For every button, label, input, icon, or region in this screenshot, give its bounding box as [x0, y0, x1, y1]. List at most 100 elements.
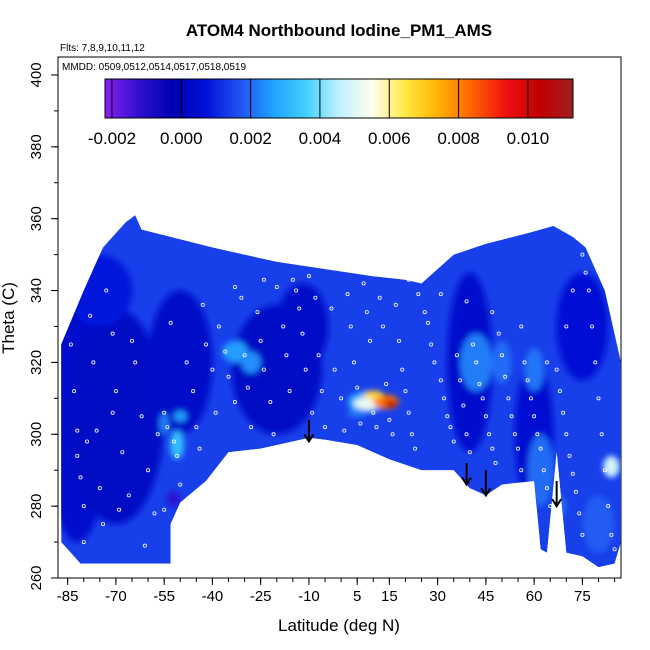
observation-point [191, 389, 196, 394]
observation-point [184, 360, 189, 365]
heatmap-patch [603, 455, 620, 478]
observation-point [261, 277, 266, 282]
observation-point [609, 532, 614, 537]
observation-point [538, 446, 543, 451]
observation-point [384, 381, 389, 386]
observation-point [438, 378, 443, 383]
observation-point [194, 425, 199, 430]
colorbar-tick-label: 0.006 [368, 129, 411, 148]
observation-point [490, 310, 495, 315]
observation-point [242, 353, 247, 358]
observation-point [471, 342, 476, 347]
observation-point [332, 367, 337, 372]
observation-point [232, 399, 237, 404]
observation-point [403, 389, 408, 394]
observation-point [281, 324, 286, 329]
observation-point [68, 342, 73, 347]
x-tick-label: 5 [353, 588, 361, 605]
observation-point [152, 511, 157, 516]
observation-point [577, 511, 582, 516]
colorbar-tick-label: 0.010 [507, 129, 550, 148]
y-tick-label: 400 [28, 62, 45, 87]
observation-point [303, 367, 308, 372]
observation-point [490, 446, 495, 451]
observation-point [545, 360, 550, 365]
observation-point [358, 421, 363, 426]
observation-point [519, 324, 524, 329]
observation-point [316, 353, 321, 358]
x-tick-label: -85 [57, 588, 79, 605]
observation-point [612, 547, 617, 552]
y-tick-label: 380 [28, 134, 45, 159]
heatmap-patch [148, 290, 213, 435]
observation-point [287, 389, 292, 394]
observation-point [94, 428, 99, 433]
observation-point [477, 381, 482, 386]
observation-point [339, 396, 344, 401]
observation-point [319, 389, 324, 394]
observation-point [586, 245, 591, 250]
x-tick-label: -10 [298, 588, 320, 605]
heatmap-patch [167, 491, 181, 507]
observation-point [551, 522, 556, 527]
observation-point [297, 306, 302, 311]
observation-point [570, 471, 575, 476]
observation-point [573, 489, 578, 494]
observation-point [81, 540, 86, 545]
observation-point [432, 360, 437, 365]
observation-point [425, 320, 430, 325]
observation-point [458, 378, 463, 383]
observation-point [146, 468, 151, 473]
observation-point [126, 493, 131, 498]
x-tick-label: -55 [153, 588, 175, 605]
observation-point [261, 367, 266, 372]
heatmap-patch [524, 348, 544, 392]
observation-point [557, 389, 562, 394]
observation-point [400, 367, 405, 372]
observation-point [445, 414, 450, 419]
observation-point [306, 274, 311, 279]
observation-point [561, 410, 566, 415]
observation-point [487, 432, 492, 437]
observation-point [210, 367, 215, 372]
observation-point [554, 367, 559, 372]
observation-point [91, 360, 96, 365]
observation-point [355, 385, 360, 390]
observation-point [133, 360, 138, 365]
observation-point [171, 439, 176, 444]
colorbar-tick-label: 0.000 [160, 129, 203, 148]
observation-point [223, 349, 228, 354]
heatmap-patch [159, 412, 169, 435]
observation-point [438, 292, 443, 297]
x-axis: -85 -70 -55 -40 -25 -10 5 15 30 45 60 75 [57, 578, 616, 605]
y-tick-label: 300 [28, 422, 45, 447]
observation-point [213, 410, 218, 415]
heatmap-patch [222, 340, 248, 363]
observation-point [461, 403, 466, 408]
observation-point [113, 389, 118, 394]
observation-point [72, 389, 77, 394]
observation-point [541, 468, 546, 473]
observation-point [583, 270, 588, 275]
observation-point [364, 310, 369, 315]
observation-point [162, 507, 167, 512]
y-axis: 260 280 300 320 340 360 380 400 [28, 62, 58, 591]
observation-point [348, 324, 353, 329]
observation-point [451, 439, 456, 444]
observation-point [528, 396, 533, 401]
colorbar-tick-label: 0.002 [229, 129, 272, 148]
x-tick-label: 15 [381, 588, 398, 605]
arrow-marker [480, 470, 492, 498]
observation-point [97, 486, 102, 491]
observation-point [474, 360, 479, 365]
observation-point [393, 302, 398, 307]
observation-point [120, 450, 125, 455]
observation-point [142, 543, 147, 548]
observation-point [294, 288, 299, 293]
observation-point [586, 288, 591, 293]
heatmap-patch [276, 283, 329, 370]
x-tick-label: -25 [250, 588, 272, 605]
observation-point [464, 432, 469, 437]
x-tick-label: -40 [202, 588, 224, 605]
x-tick-label: 60 [526, 588, 543, 605]
